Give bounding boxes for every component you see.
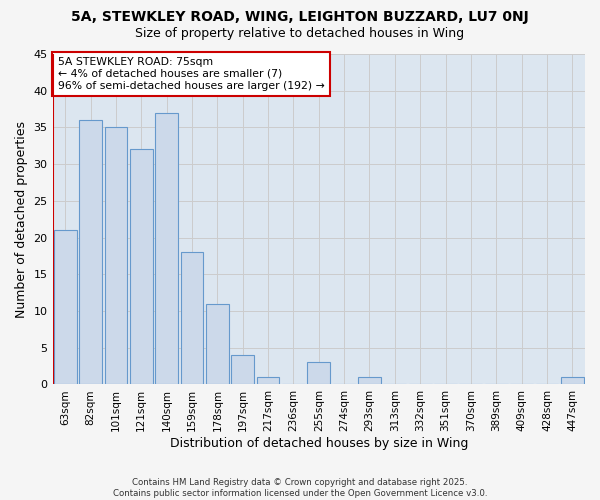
Text: 5A, STEWKLEY ROAD, WING, LEIGHTON BUZZARD, LU7 0NJ: 5A, STEWKLEY ROAD, WING, LEIGHTON BUZZAR… [71, 10, 529, 24]
Bar [54, 230, 77, 384]
Y-axis label: Number of detached properties: Number of detached properties [15, 120, 28, 318]
Bar [307, 362, 330, 384]
Bar [206, 304, 229, 384]
Text: 5A STEWKLEY ROAD: 75sqm
← 4% of detached houses are smaller (7)
96% of semi-deta: 5A STEWKLEY ROAD: 75sqm ← 4% of detached… [58, 58, 325, 90]
X-axis label: Distribution of detached houses by size in Wing: Distribution of detached houses by size … [170, 437, 468, 450]
Bar [130, 150, 152, 384]
Bar [155, 112, 178, 384]
Bar [231, 355, 254, 384]
Bar [79, 120, 102, 384]
Bar [181, 252, 203, 384]
Bar [104, 128, 127, 384]
Bar [257, 377, 280, 384]
Text: Contains HM Land Registry data © Crown copyright and database right 2025.
Contai: Contains HM Land Registry data © Crown c… [113, 478, 487, 498]
Bar [358, 377, 381, 384]
Text: Size of property relative to detached houses in Wing: Size of property relative to detached ho… [136, 28, 464, 40]
Bar [561, 377, 584, 384]
